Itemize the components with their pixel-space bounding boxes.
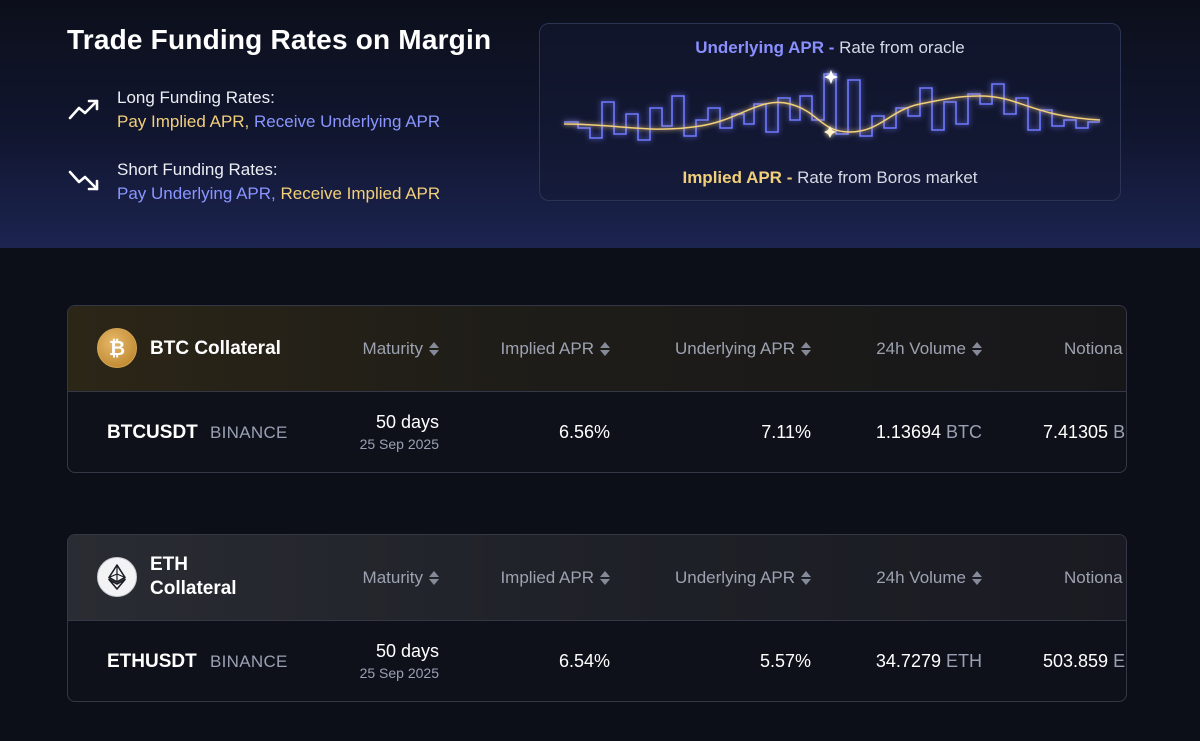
underlying-apr-separator: - <box>824 38 840 57</box>
oracle-sparkle-icon <box>824 70 838 84</box>
short-funding-info: Short Funding Rates: Pay Underlying APR,… <box>67 158 440 206</box>
underlying-apr-label: Underlying APR <box>695 38 824 57</box>
trend-up-icon <box>68 99 99 120</box>
column-label: 24h Volume <box>876 339 966 358</box>
sort-icon <box>600 341 610 357</box>
column-label: Maturity <box>362 339 423 358</box>
notional-unit: B <box>1113 422 1126 442</box>
sort-notional-button[interactable]: Notiona <box>1064 339 1123 359</box>
ethereum-icon <box>97 557 137 597</box>
maturity-days: 50 days <box>375 412 439 432</box>
sort-underlying-apr-button[interactable]: Underlying APR <box>675 339 811 359</box>
sort-implied-apr-button[interactable]: Implied APR <box>500 339 610 359</box>
sort-maturity-button[interactable]: Maturity <box>363 568 439 588</box>
volume-cell: 34.7279 ETH <box>876 651 982 672</box>
maturity-date: 25 Sep 2025 <box>359 665 439 681</box>
sort-icon <box>429 341 439 357</box>
column-label: Notiona <box>1064 568 1123 587</box>
underlying-apr-value: 5.57% <box>759 651 811 671</box>
sort-volume-button[interactable]: 24h Volume <box>876 339 982 359</box>
long-funding-heading: Long Funding Rates: <box>117 88 275 107</box>
volume-unit: BTC <box>946 422 982 442</box>
short-receive-text: Receive Implied APR <box>280 184 441 203</box>
sort-underlying-apr-button[interactable]: Underlying APR <box>675 568 811 588</box>
apr-illustration: Underlying APR - Rate from oracle Implie… <box>539 23 1121 201</box>
sort-icon <box>801 341 811 357</box>
volume-unit: ETH <box>946 651 982 671</box>
notional-cell: 503.859 E <box>1043 651 1125 672</box>
volume-value: 1.13694 <box>875 422 941 442</box>
sort-icon <box>600 570 610 586</box>
btc-collateral-table: ₿ BTC Collateral Maturity Implied APR Un… <box>67 305 1127 473</box>
notional-cell: 7.41305 B <box>1043 422 1125 443</box>
implied-apr-label: Implied APR <box>682 168 782 187</box>
notional-unit: E <box>1113 651 1126 671</box>
underlying-apr-value: 7.11% <box>761 422 811 442</box>
exchange-name: BINANCE <box>210 652 288 671</box>
sort-notional-button[interactable]: Notiona <box>1064 568 1123 588</box>
column-label: Implied APR <box>500 339 594 358</box>
short-pay-text: Pay Underlying APR, <box>117 184 276 203</box>
maturity-days: 50 days <box>375 641 439 661</box>
column-label: Underlying APR <box>674 568 795 587</box>
volume-value: 34.7279 <box>875 651 941 671</box>
long-pay-text: Pay Implied APR, <box>117 112 250 131</box>
trend-down-icon <box>68 170 99 191</box>
market-row-btcusdt[interactable]: BTCUSDT BINANCE 50 days 25 Sep 2025 6.56… <box>68 392 1126 472</box>
column-label: Underlying APR <box>674 339 795 358</box>
short-funding-heading: Short Funding Rates: <box>117 160 278 179</box>
implied-apr-separator: - <box>781 168 798 187</box>
sort-icon <box>972 341 982 357</box>
long-funding-info: Long Funding Rates: Pay Implied APR, Rec… <box>67 86 440 134</box>
volume-cell: 1.13694 BTC <box>876 422 982 443</box>
implied-apr-value: 6.54% <box>558 651 610 671</box>
collateral-label: BTC Collateral <box>150 338 281 359</box>
table-header: ₿ BTC Collateral Maturity Implied APR Un… <box>68 306 1126 392</box>
underlying-apr-desc: Rate from oracle <box>839 38 965 57</box>
sort-maturity-button[interactable]: Maturity <box>363 339 439 359</box>
long-receive-text: Receive Underlying APR <box>254 112 441 131</box>
implied-apr-caption: Implied APR - Rate from Boros market <box>540 168 1120 188</box>
column-label: Notiona <box>1064 339 1123 358</box>
collateral-label: ETH Collateral <box>150 554 237 599</box>
maturity-date: 25 Sep 2025 <box>359 436 439 452</box>
underlying-apr-caption: Underlying APR - Rate from oracle <box>540 38 1120 58</box>
page-title: Trade Funding Rates on Margin <box>67 24 492 55</box>
sort-icon <box>801 570 811 586</box>
market-symbol: BTCUSDT <box>107 422 198 443</box>
sort-icon <box>972 570 982 586</box>
implied-apr-curve <box>563 95 1101 133</box>
sort-icon <box>429 570 439 586</box>
sort-volume-button[interactable]: 24h Volume <box>876 568 982 588</box>
bitcoin-icon: ₿ <box>97 328 137 368</box>
implied-apr-desc: Rate from Boros market <box>797 168 978 187</box>
svg-text:₿: ₿ <box>109 336 125 360</box>
market-row-ethusdt[interactable]: ETHUSDT BINANCE 50 days 25 Sep 2025 6.54… <box>68 621 1126 701</box>
exchange-name: BINANCE <box>210 423 288 442</box>
hero-banner: Trade Funding Rates on Margin Long Fundi… <box>0 0 1200 248</box>
sort-implied-apr-button[interactable]: Implied APR <box>500 568 610 588</box>
apr-illustration-graphic <box>563 70 1101 141</box>
column-label: Maturity <box>362 568 423 587</box>
notional-value: 7.41305 <box>1043 422 1109 442</box>
market-symbol: ETHUSDT <box>107 651 197 672</box>
eth-collateral-table: ETH Collateral Maturity Implied APR Unde… <box>67 534 1127 702</box>
market-sparkle-icon <box>824 126 836 138</box>
implied-apr-value: 6.56% <box>558 422 610 442</box>
notional-value: 503.859 <box>1043 651 1109 671</box>
table-header: ETH Collateral Maturity Implied APR Unde… <box>68 535 1126 621</box>
column-label: Implied APR <box>500 568 594 587</box>
column-label: 24h Volume <box>876 568 966 587</box>
